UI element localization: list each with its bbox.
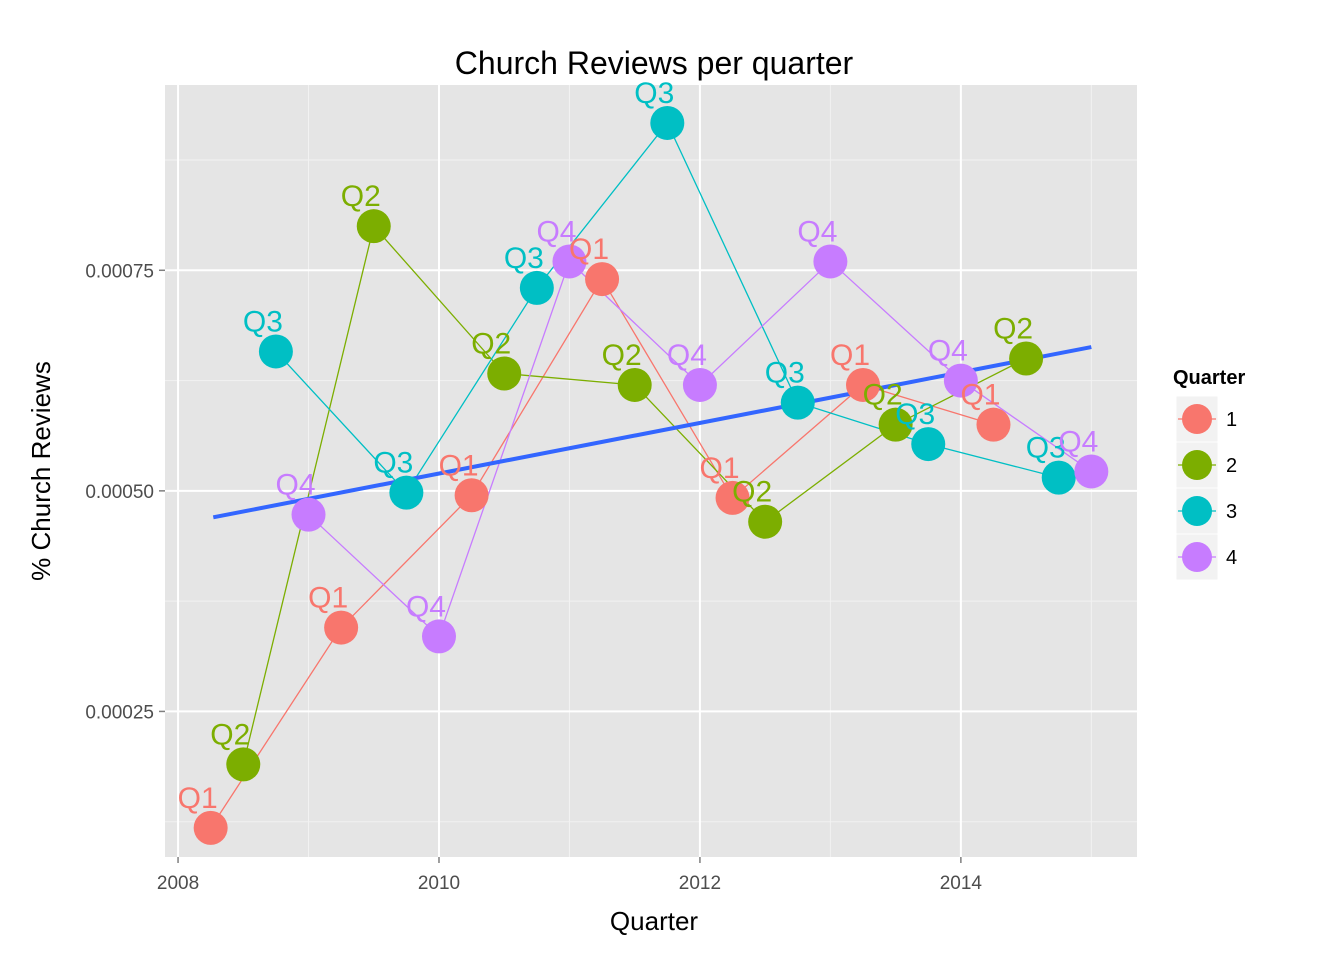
point-label-q3: Q3 [634, 77, 674, 110]
point-label-q2: Q2 [341, 180, 381, 213]
point-label-q2: Q2 [471, 328, 511, 361]
plot-panel [165, 85, 1137, 857]
data-point-q2 [226, 747, 261, 782]
legend-title: Quarter [1173, 367, 1245, 389]
point-label-q1: Q1 [700, 452, 740, 485]
point-label-q3: Q3 [765, 357, 805, 390]
point-label-q2: Q2 [602, 339, 642, 372]
point-label-q3: Q3 [895, 398, 935, 431]
legend-key-point-2 [1182, 450, 1212, 480]
y-axis-title: % Church Reviews [26, 361, 56, 581]
point-label-q3: Q3 [504, 242, 544, 275]
point-label-q3: Q3 [1026, 432, 1066, 465]
data-point-q3 [780, 385, 815, 420]
point-label-q1: Q1 [439, 449, 479, 482]
legend-key-point-4 [1182, 542, 1212, 572]
point-label-q1: Q1 [830, 339, 870, 372]
legend-key-point-1 [1182, 404, 1212, 434]
data-point-q3 [258, 334, 293, 369]
data-point-q2 [617, 367, 652, 402]
data-point-q4 [291, 497, 326, 532]
legend: Quarter 1 2 3 4 [1173, 367, 1245, 581]
data-point-q1 [715, 480, 750, 515]
point-label-q1: Q1 [178, 782, 218, 815]
y-tick-label: 0.00075 [85, 261, 154, 282]
data-point-q2 [878, 407, 913, 442]
point-label-q2: Q2 [732, 476, 772, 509]
point-label-q1: Q1 [569, 233, 609, 266]
data-point-q4 [682, 367, 717, 402]
point-label-q2: Q2 [210, 718, 250, 751]
legend-label-2: 2 [1226, 455, 1237, 477]
grid-major [165, 85, 1137, 857]
point-label-q2: Q2 [993, 313, 1033, 346]
series-points [193, 105, 1109, 845]
y-axis: 0.00025 0.00050 0.00075 [85, 261, 165, 723]
point-label-q1: Q1 [960, 379, 1000, 412]
chart-title: Church Reviews per quarter [455, 45, 854, 81]
data-point-q3 [650, 105, 685, 140]
data-point-q1 [976, 407, 1011, 442]
data-point-q1 [454, 478, 489, 513]
point-label-q1: Q1 [308, 582, 348, 615]
data-point-q3 [389, 475, 424, 510]
data-point-q4 [552, 244, 587, 279]
legend-label-3: 3 [1226, 501, 1237, 523]
data-point-q4 [1074, 454, 1109, 489]
x-axis: 2008 2010 2012 2014 [157, 857, 983, 894]
y-tick-label: 0.00050 [85, 482, 154, 503]
x-tick-label: 2010 [418, 873, 460, 894]
data-point-q3 [1041, 460, 1076, 495]
data-point-q4 [813, 244, 848, 279]
data-point-q4 [943, 363, 978, 398]
x-tick-label: 2008 [157, 873, 199, 894]
point-label-q4: Q4 [928, 335, 968, 368]
y-tick-label: 0.00025 [85, 702, 154, 723]
point-label-q4: Q4 [667, 339, 707, 372]
point-label-q4: Q4 [276, 469, 316, 502]
data-point-q1 [324, 610, 359, 645]
legend-key-point-3 [1182, 496, 1212, 526]
legend-label-1: 1 [1226, 409, 1237, 431]
point-label-q3: Q3 [373, 447, 413, 480]
data-point-q2 [356, 209, 391, 244]
point-label-q4: Q4 [406, 590, 446, 623]
data-point-q3 [911, 427, 946, 462]
data-point-q4 [421, 619, 456, 654]
data-point-q2 [487, 356, 522, 391]
legend-label-4: 4 [1226, 547, 1237, 569]
data-point-q1 [846, 367, 881, 402]
point-label-q4: Q4 [797, 215, 837, 248]
data-point-q1 [193, 810, 228, 845]
x-tick-label: 2014 [940, 873, 983, 894]
data-point-q1 [585, 262, 620, 297]
point-label-q4: Q4 [1058, 425, 1098, 458]
data-point-q3 [519, 270, 554, 305]
point-label-q3: Q3 [243, 305, 283, 338]
data-point-q2 [748, 504, 783, 539]
point-label-q4: Q4 [536, 215, 576, 248]
data-point-q2 [1009, 341, 1044, 376]
x-axis-title: Quarter [610, 906, 698, 936]
x-tick-label: 2012 [679, 873, 721, 894]
point-label-q2: Q2 [863, 379, 903, 412]
